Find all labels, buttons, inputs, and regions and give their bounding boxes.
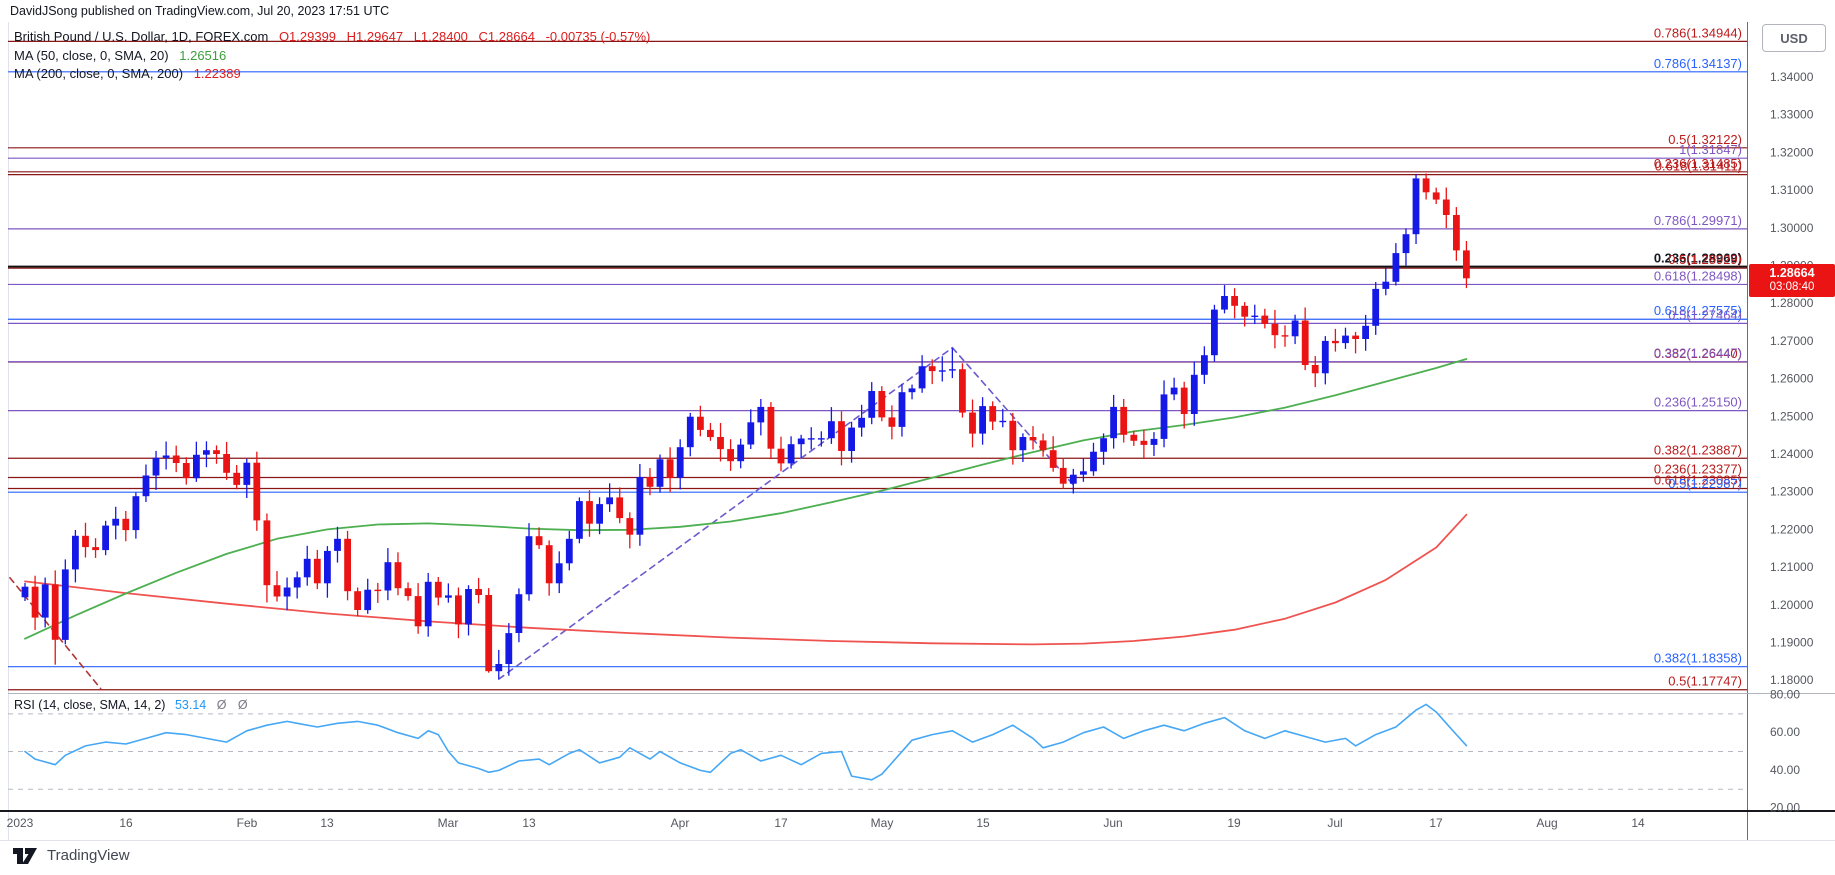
- legend-ma200-row[interactable]: MA (200, close, 0, SMA, 200) 1.22389: [14, 66, 241, 81]
- rsi-pane: [8, 703, 1747, 790]
- fib-label: 0.236(1.28969): [1654, 251, 1742, 266]
- rsi-hidden-values-icon: Ø Ø: [216, 698, 252, 712]
- ohlc-open: O1.29399: [278, 29, 337, 44]
- ohlc-high: H1.29647: [346, 29, 404, 44]
- price-tick-label: 1.24000: [1770, 447, 1814, 461]
- price-tick-label: 1.23000: [1770, 485, 1814, 499]
- date-tick-label: 17: [774, 816, 788, 830]
- rsi-tick-label: 60.00: [1770, 725, 1800, 739]
- date-tick-label: Aug: [1536, 816, 1557, 830]
- fib-label: 0.236(1.25150): [1654, 395, 1742, 410]
- rsi-tick-label: 80.00: [1770, 688, 1800, 702]
- fib-label: 0.618(1.31411): [1655, 159, 1742, 174]
- price-tick-label: 1.27000: [1770, 334, 1814, 348]
- price-tick-label: 1.28000: [1770, 296, 1814, 310]
- price-tick-label: 1.19000: [1770, 636, 1814, 650]
- tradingview-footer[interactable]: TradingView: [13, 847, 130, 864]
- fib-label: 0.786(1.34944): [1654, 25, 1742, 40]
- date-tick-label: Mar: [438, 816, 459, 830]
- date-tick-label: 14: [1631, 816, 1645, 830]
- date-tick-label: 17: [1429, 816, 1443, 830]
- price-tick-label: 1.32000: [1770, 145, 1814, 159]
- symbol-title: British Pound / U.S. Dollar, 1D, FOREX.c…: [14, 29, 269, 44]
- price-tick-label: 1.33000: [1770, 108, 1814, 122]
- price-tick-label: 1.25000: [1770, 409, 1814, 423]
- last-price-tag: 1.28664 03:08:40: [1749, 264, 1835, 297]
- fib-label: 0.382(1.26447): [1654, 346, 1742, 361]
- date-tick-label: 16: [119, 816, 133, 830]
- fib-label: 0.5(1.17747): [1668, 674, 1742, 689]
- date-axis[interactable]: 2023 16 Feb 13 Mar 13 Apr 17 May 15 Jun 19 Jul 17 Aug 1…: [7, 816, 1645, 830]
- price-tick-label: 1.34000: [1770, 70, 1814, 84]
- date-tick-label: Feb: [237, 816, 258, 830]
- tradingview-logo-icon: [13, 847, 37, 864]
- fib-label: 0.382(1.23887): [1654, 442, 1742, 457]
- date-tick-label: 19: [1227, 816, 1241, 830]
- ma50-label: MA (50, close, 0, SMA, 20): [14, 48, 169, 63]
- price-tick-label: 1.22000: [1770, 522, 1814, 536]
- date-tick-label: May: [871, 816, 894, 830]
- trendlines: [9, 346, 1075, 690]
- fib-label: 0.5(1.28929): [1668, 252, 1742, 267]
- candlestick-series: [21, 173, 1470, 680]
- fib-label: 0.236(1.31485): [1654, 156, 1742, 171]
- currency-label: USD: [1780, 30, 1808, 46]
- date-tick-label: Apr: [671, 816, 690, 830]
- fib-level-labels: 0.786(1.34944) 0.786(1.34137) 0.5(1.32122)…: [1654, 25, 1742, 688]
- legend-symbol-row[interactable]: British Pound / U.S. Dollar, 1D, FOREX.c…: [14, 29, 650, 44]
- price-tick-label: 1.31000: [1770, 183, 1814, 197]
- fib-label: 0.786(1.29971): [1654, 213, 1742, 228]
- price-tick-label: 1.26000: [1770, 372, 1814, 386]
- fib-label: 0.786(1.34137): [1654, 56, 1742, 71]
- publish-text: DavidJSong published on TradingView.com,…: [10, 4, 390, 18]
- date-tick-label: Jun: [1103, 816, 1122, 830]
- date-tick-label: 15: [976, 816, 990, 830]
- fib-label: 0.618(1.23085): [1654, 473, 1742, 488]
- ohlc-change: -0.00735 (-0.57%): [545, 29, 651, 44]
- ma50-line: [24, 358, 1468, 640]
- pane-frame: [0, 22, 1835, 841]
- publish-bar: DavidJSong published on TradingView.com,…: [10, 4, 389, 18]
- fib-label: 1(1.31847): [1679, 142, 1742, 157]
- ohlc-low: L1.28400: [413, 29, 468, 44]
- price-axis[interactable]: 1.340001.330001.320001.310001.300001.290…: [1770, 70, 1814, 815]
- fib-label: 0.5(1.22987): [1668, 476, 1742, 491]
- ohlc-close: C1.28664: [478, 29, 535, 44]
- price-tick-label: 1.18000: [1770, 673, 1814, 687]
- fib-label: 0.236(1.23377): [1654, 462, 1742, 477]
- fib-label: 0.618(1.28498): [1654, 268, 1742, 283]
- rsi-value: 53.14: [174, 698, 207, 712]
- rsi-tick-label: 40.00: [1770, 763, 1800, 777]
- price-tick-label: 1.20000: [1770, 598, 1814, 612]
- fib-label: 0.5(1.32122): [1668, 132, 1742, 147]
- price-tick-label: 1.30000: [1770, 221, 1814, 235]
- rsi-label: RSI (14, close, SMA, 14, 2): [14, 698, 166, 712]
- fib-levels: [8, 40, 1747, 691]
- fib-label: 0.618(1.27575): [1654, 303, 1742, 318]
- currency-toggle-button[interactable]: USD: [1762, 24, 1826, 52]
- ma50-value: 1.26516: [179, 48, 227, 63]
- rsi-legend-row[interactable]: RSI (14, close, SMA, 14, 2) 53.14 Ø Ø: [14, 698, 252, 712]
- date-tick-label: 13: [522, 816, 536, 830]
- fib-label: 0.382(1.18358): [1654, 651, 1742, 666]
- date-tick-label: 2023: [7, 816, 34, 830]
- ma200-label: MA (200, close, 0, SMA, 200): [14, 66, 184, 81]
- tradingview-brand-text: TradingView: [47, 847, 130, 864]
- price-tick-label: 1.21000: [1770, 560, 1814, 574]
- ma200-line: [24, 513, 1468, 646]
- bar-countdown: 03:08:40: [1769, 281, 1815, 293]
- fib-label: 0.5(1.27464): [1668, 307, 1742, 322]
- ma200-value: 1.22389: [193, 66, 241, 81]
- fib-label: 0.382(1.26440): [1654, 346, 1742, 361]
- legend-ma50-row[interactable]: MA (50, close, 0, SMA, 20) 1.26516: [14, 48, 226, 63]
- date-tick-label: 13: [320, 816, 334, 830]
- date-tick-label: Jul: [1327, 816, 1342, 830]
- last-price-value: 1.28664: [1769, 266, 1815, 280]
- rsi-tick-label: 20.00: [1770, 801, 1800, 815]
